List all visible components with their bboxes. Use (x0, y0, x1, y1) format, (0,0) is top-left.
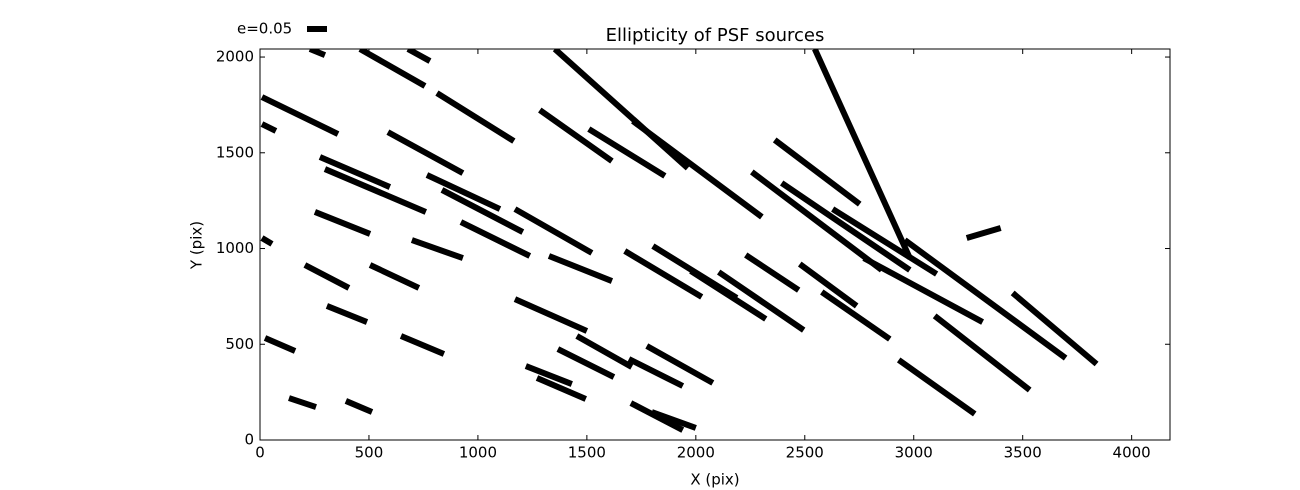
whisker (368, 262, 421, 291)
whisker (797, 261, 859, 309)
y-tick-label: 0 (244, 431, 254, 449)
whisker (631, 118, 764, 220)
whisker (260, 94, 340, 137)
whisker (779, 180, 912, 273)
legend-label: e=0.05 (237, 20, 292, 38)
whisker (535, 375, 587, 402)
whisker (896, 357, 977, 417)
whisker (440, 187, 525, 235)
whisker (288, 395, 317, 410)
whisker (386, 129, 465, 176)
whisker (744, 252, 801, 293)
whisker (399, 333, 446, 357)
x-tick-label: 1500 (568, 444, 606, 462)
whisker (750, 169, 884, 273)
whisker (689, 268, 768, 322)
whisker (323, 166, 428, 215)
x-tick-label: 500 (355, 444, 384, 462)
whisker (587, 126, 667, 179)
whisker (812, 49, 913, 260)
x-tick-label: 3000 (895, 444, 933, 462)
x-tick-label: 1000 (459, 444, 497, 462)
whisker (645, 343, 715, 386)
x-tick-label: 2500 (786, 444, 824, 462)
whisker (862, 255, 985, 325)
whisker (318, 154, 392, 190)
y-tick-label: 2000 (216, 48, 254, 66)
whisker (425, 172, 502, 212)
whisker (344, 398, 374, 415)
whisker (406, 49, 432, 64)
x-tick-label: 2000 (677, 444, 715, 462)
whisker (831, 206, 939, 277)
whisker (263, 335, 297, 354)
whisker (627, 356, 685, 389)
whisker (513, 296, 589, 334)
y-tick-label: 1500 (216, 143, 254, 161)
whisker (513, 206, 594, 256)
plot-frame (259, 48, 1171, 441)
x-tick-label: 4000 (1113, 444, 1151, 462)
whisker (932, 313, 1032, 393)
whisker (325, 303, 369, 325)
whisker (308, 49, 327, 58)
y-axis-label: Y (pix) (188, 221, 206, 270)
whisker (575, 333, 634, 370)
whisker (623, 248, 704, 300)
whisker (410, 237, 464, 261)
y-tick-label: 1000 (216, 239, 254, 257)
x-tick-label: 0 (255, 444, 265, 462)
whisker (556, 346, 616, 380)
whisker (1010, 290, 1099, 367)
whisker (903, 237, 1068, 361)
whisker (650, 409, 697, 431)
whisker (435, 90, 516, 144)
whisker (260, 121, 278, 134)
whisker (358, 49, 427, 89)
whisker (313, 209, 372, 237)
whisker (260, 235, 274, 247)
whisker (717, 269, 806, 333)
plot-area (260, 49, 1099, 433)
whisker (459, 219, 532, 259)
y-tick-label: 500 (225, 335, 254, 353)
whisker (524, 363, 573, 387)
x-axis-label: X (pix) (690, 471, 739, 489)
whisker (538, 107, 614, 164)
whisker (303, 262, 351, 291)
whisker (820, 289, 892, 342)
whisker (772, 137, 862, 207)
chart-title: Ellipticity of PSF sources (606, 25, 825, 46)
x-tick-label: 3500 (1004, 444, 1042, 462)
whisker (965, 225, 1002, 241)
whisker (547, 253, 614, 284)
